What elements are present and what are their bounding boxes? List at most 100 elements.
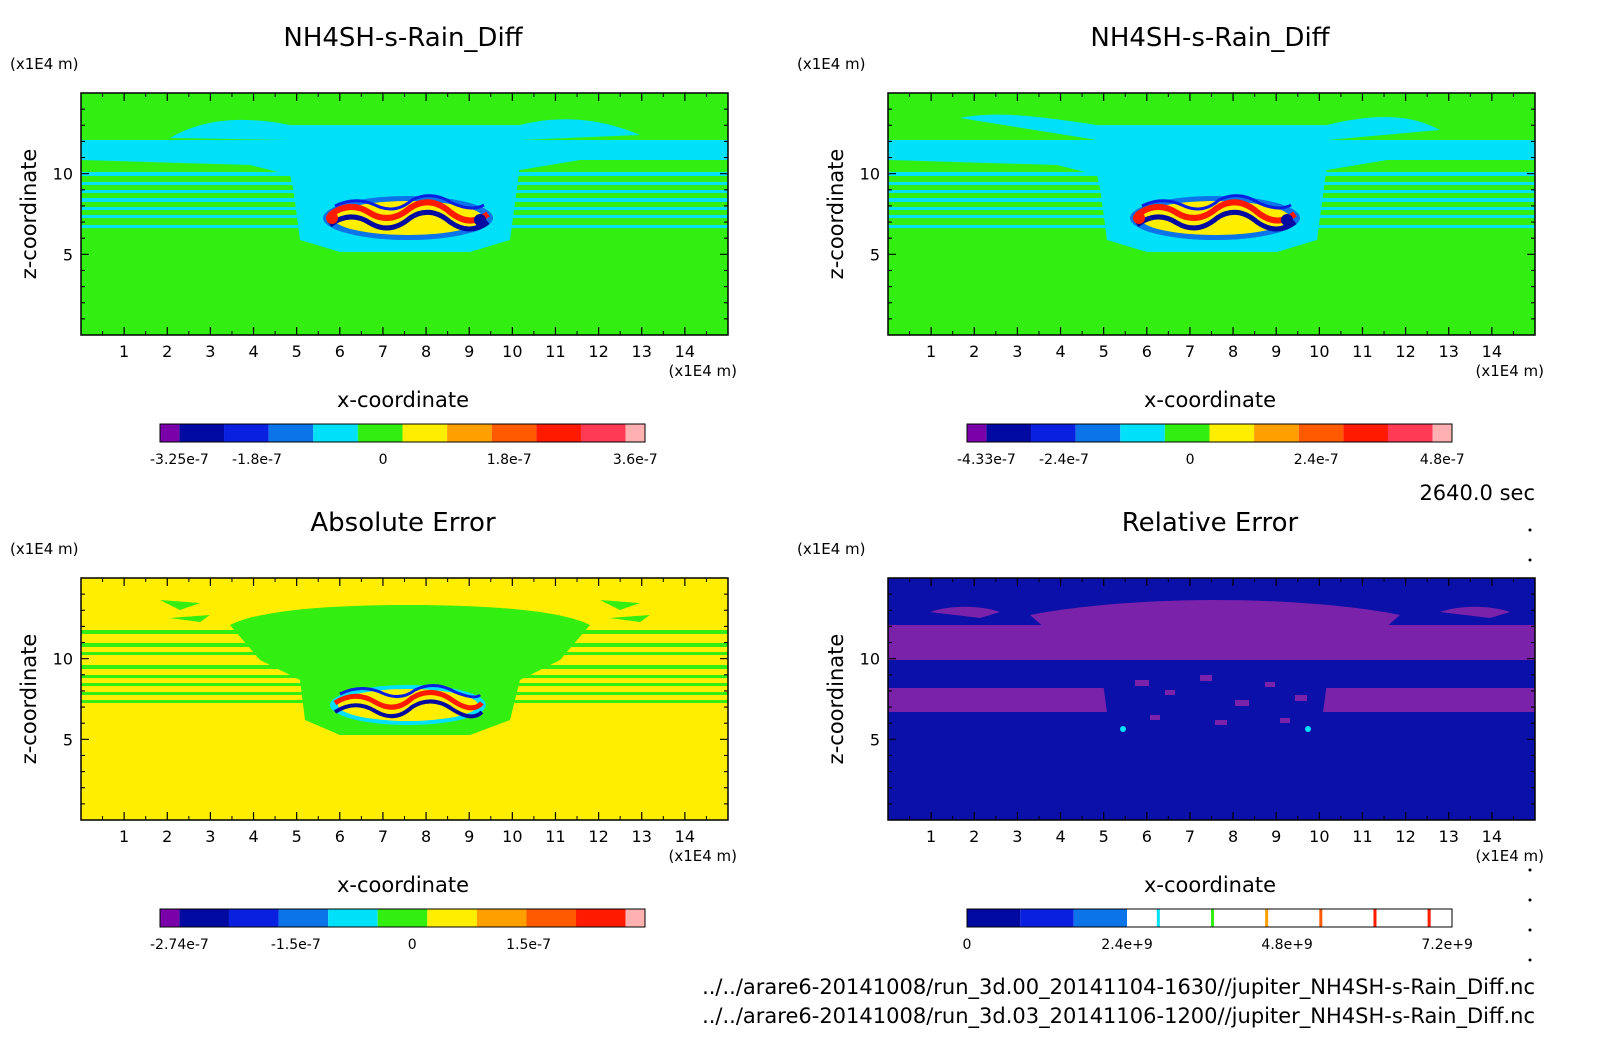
colorbar-marker xyxy=(1373,909,1377,927)
panel-2-x-label: x-coordinate xyxy=(1144,388,1276,412)
x-tick-label: 2 xyxy=(162,342,172,361)
y-tick-label: 10 xyxy=(860,650,880,669)
colorbar-swatch xyxy=(1298,424,1344,442)
time-label: 2640.0 sec xyxy=(1419,481,1535,505)
colorbar-tick-label: 7.2e+9 xyxy=(1421,937,1473,953)
colorbar-tick-label: 3.6e-7 xyxy=(613,452,658,468)
colorbar-tick-label: -1.5e-7 xyxy=(271,937,321,953)
colorbar-swatch xyxy=(160,909,180,927)
panel-2-x-unit: (x1E4 m) xyxy=(1475,362,1544,380)
colorbar-swatch xyxy=(1393,909,1452,927)
colorbar-marker xyxy=(1210,909,1214,927)
x-tick-label: 8 xyxy=(421,827,431,846)
panel-1-plot xyxy=(80,92,729,336)
x-tick-label: 8 xyxy=(421,342,431,361)
x-tick-label: 4 xyxy=(1055,342,1065,361)
panel-1-colorbar: -3.25e-7 -1.8e-7 0 1.8e-7 3.6e-7 xyxy=(150,423,658,468)
x-tick-label: 11 xyxy=(1352,827,1372,846)
panel-4-colorbar: 0 2.4e+9 4.8e+9 7.2e+9 xyxy=(963,908,1473,953)
panel-1-x-unit: (x1E4 m) xyxy=(668,362,737,380)
colorbar-swatch xyxy=(313,424,358,442)
footer-line-1: ../../arare6-20141008/run_3d.00_20141104… xyxy=(702,975,1535,1000)
colorbar-swatch xyxy=(377,909,428,927)
x-tick-label: 12 xyxy=(1395,827,1415,846)
colorbar-tick-label: -4.33e-7 xyxy=(957,452,1016,468)
x-tick-label: 8 xyxy=(1228,827,1238,846)
panel-3-plot xyxy=(80,577,729,821)
panel-2-y-unit: (x1E4 m) xyxy=(797,55,866,73)
colorbar-swatch xyxy=(1254,424,1299,442)
x-tick-label: 2 xyxy=(969,342,979,361)
x-tick-label: 7 xyxy=(378,342,388,361)
colorbar-frame xyxy=(966,423,1453,443)
y-tick-label: 10 xyxy=(53,165,73,184)
y-tick-label: 5 xyxy=(870,245,880,264)
colorbar-tick-label: 0 xyxy=(963,937,972,953)
colorbar-swatch xyxy=(160,424,180,442)
x-tick-label: 3 xyxy=(1012,827,1022,846)
x-tick-label: 9 xyxy=(464,827,474,846)
colorbar-swatch xyxy=(1233,909,1288,927)
y-tick-label: 5 xyxy=(63,245,73,264)
x-tick-label: 7 xyxy=(378,827,388,846)
colorbar-swatch xyxy=(179,909,229,927)
panel-4-x-unit: (x1E4 m) xyxy=(1475,847,1544,865)
x-tick-label: 14 xyxy=(675,827,695,846)
colorbar-swatch xyxy=(491,424,537,442)
colorbar-swatch xyxy=(402,424,448,442)
x-tick-label: 3 xyxy=(1012,342,1022,361)
panel-4-title: Relative Error xyxy=(1122,508,1299,538)
x-tick-label: 10 xyxy=(1309,827,1329,846)
colorbar-swatch xyxy=(526,909,577,927)
x-tick-label: 6 xyxy=(335,827,345,846)
colorbar-swatch xyxy=(536,424,581,442)
panel-4-y-unit: (x1E4 m) xyxy=(797,540,866,558)
colorbar-swatch xyxy=(224,424,269,442)
colorbar-swatch xyxy=(967,424,987,442)
x-tick-label: 10 xyxy=(1309,342,1329,361)
x-tick-label: 1 xyxy=(926,342,936,361)
panel-3-x-label: x-coordinate xyxy=(337,873,469,897)
colorbar-tick-label: 4.8e+9 xyxy=(1261,937,1313,953)
x-tick-label: 4 xyxy=(248,342,258,361)
panel-1: NH4SH-s-Rain_Diff (x1E4 m) xyxy=(10,23,737,468)
x-tick-label: 1 xyxy=(119,342,129,361)
panel-3-y-unit: (x1E4 m) xyxy=(10,540,79,558)
x-tick-label: 7 xyxy=(1185,342,1195,361)
colorbar-frame xyxy=(966,908,1453,928)
colorbar-swatch xyxy=(1031,424,1076,442)
colorbar-swatch xyxy=(357,424,403,442)
colorbar-marker xyxy=(1427,909,1431,927)
x-tick-label: 4 xyxy=(248,827,258,846)
x-tick-label: 6 xyxy=(1142,342,1152,361)
x-tick-label: 13 xyxy=(1439,342,1459,361)
panel-3-title: Absolute Error xyxy=(310,508,496,538)
colorbar-tick-label: -1.8e-7 xyxy=(232,452,282,468)
y-tick-label: 5 xyxy=(63,730,73,749)
x-tick-label: 9 xyxy=(1271,342,1281,361)
panel-2-plot xyxy=(887,92,1536,336)
x-tick-label: 10 xyxy=(502,342,522,361)
colorbar-tick-label: 2.4e+9 xyxy=(1101,937,1153,953)
x-tick-label: 9 xyxy=(1271,827,1281,846)
x-tick-label: 13 xyxy=(632,342,652,361)
colorbar-swatch xyxy=(1343,424,1388,442)
x-tick-label: 4 xyxy=(1055,827,1065,846)
colorbar-swatch xyxy=(179,424,225,442)
x-tick-label: 9 xyxy=(464,342,474,361)
x-tick-label: 11 xyxy=(1352,342,1372,361)
footer-line-2: ../../arare6-20141008/run_3d.03_20141106… xyxy=(702,1004,1535,1029)
colorbar-swatch xyxy=(986,424,1032,442)
y-tick-label: 10 xyxy=(860,165,880,184)
panel-1-title: NH4SH-s-Rain_Diff xyxy=(283,23,523,53)
x-tick-label: 13 xyxy=(1439,827,1459,846)
panel-1-y-unit: (x1E4 m) xyxy=(10,55,79,73)
colorbar-tick-label: -2.4e-7 xyxy=(1039,452,1089,468)
colorbar-frame xyxy=(159,423,646,443)
colorbar-swatch xyxy=(1020,909,1074,927)
colorbar-tick-label: 2.4e-7 xyxy=(1294,452,1339,468)
x-tick-label: 5 xyxy=(1099,827,1109,846)
colorbar-swatch xyxy=(1180,909,1234,927)
